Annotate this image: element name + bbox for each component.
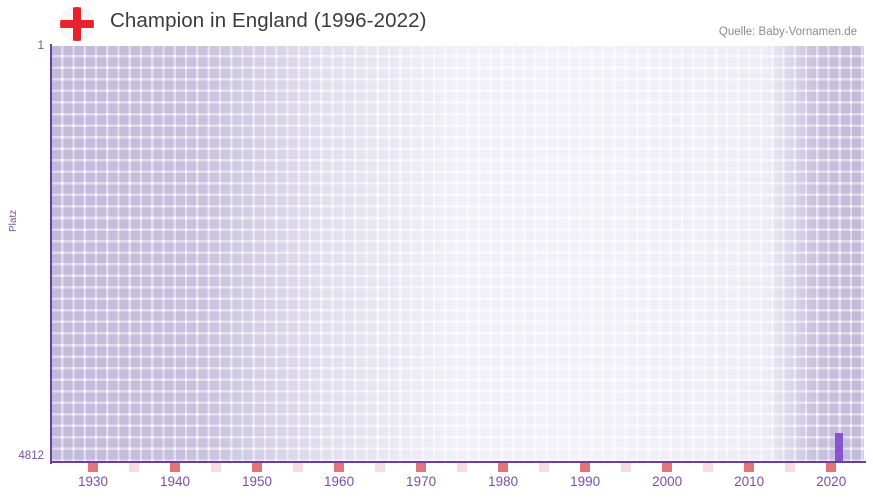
x-tick-marker-minor (211, 463, 222, 472)
x-tick-marker-minor (539, 463, 550, 472)
x-tick-marker-major (826, 463, 837, 472)
page-title: Champion in England (1996-2022) (110, 9, 427, 32)
x-axis-line (50, 461, 866, 463)
y-axis-title: Platz (8, 209, 19, 232)
x-axis-tick-label: 2010 (734, 474, 765, 489)
x-axis-tick-label: 1960 (324, 474, 355, 489)
england-flag-icon (60, 7, 94, 41)
x-tick-marker-minor (293, 463, 304, 472)
flag-cross-vertical (73, 7, 81, 41)
x-tick-marker-minor (375, 463, 386, 472)
x-axis-tick-label: 1950 (242, 474, 273, 489)
x-axis-tick-label: 1930 (77, 474, 109, 489)
x-tick-marker-minor (129, 463, 140, 472)
x-tick-marker-minor (457, 463, 468, 472)
x-tick-marker-major (170, 463, 181, 472)
x-tick-marker-major (744, 463, 755, 472)
x-axis-tick-label: 1990 (570, 474, 601, 489)
data-bar[interactable] (835, 433, 844, 462)
x-tick-marker-major (88, 463, 98, 472)
grid-background (52, 46, 864, 462)
x-tick-marker-major (334, 463, 345, 472)
x-tick-marker-major (662, 463, 673, 472)
source-attribution: Quelle: Baby-Vornamen.de (718, 26, 857, 38)
chart-header: Champion in England (1996-2022) Quelle: … (0, 0, 873, 46)
x-axis-tick-label: 1980 (488, 474, 519, 489)
x-tick-marker-major (252, 463, 263, 472)
x-tick-marker-major (416, 463, 427, 472)
y-axis-tick-label-bottom: 4812 (18, 450, 44, 462)
x-tick-marker-minor (785, 463, 796, 472)
plot-area (52, 46, 864, 462)
x-tick-marker-minor (621, 463, 632, 472)
x-axis-tick-label: 1940 (159, 474, 191, 489)
x-tick-marker-major (498, 463, 509, 472)
y-axis-line (50, 44, 52, 464)
y-axis-tick-label-top: 1 (37, 40, 44, 52)
x-axis-tick-label: 2020 (816, 474, 847, 489)
x-axis-tick-label: 2000 (652, 474, 683, 489)
x-tick-marker-minor (703, 463, 714, 472)
x-tick-marker-major (580, 463, 591, 472)
x-axis-tick-label: 1970 (406, 474, 437, 489)
